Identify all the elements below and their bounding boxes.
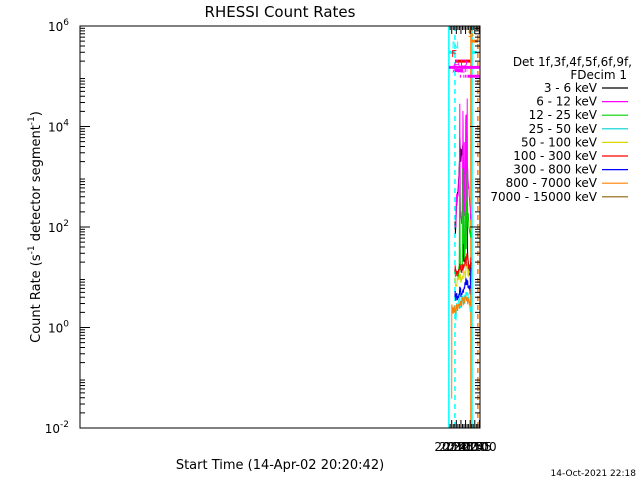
y-axis-label-sup2: -1 <box>27 116 37 125</box>
y-tick-label-base: 10 <box>48 20 63 34</box>
series-line-7 <box>451 288 472 399</box>
legend-header-line2: FDecim 1 <box>570 68 627 82</box>
flag-label-5: AD <box>453 59 468 70</box>
y-tick-label-exp: -2 <box>60 420 69 430</box>
flag-label-3: S <box>468 29 474 40</box>
series-line-4 <box>454 263 472 288</box>
flag-label-6: A1 <box>452 64 465 75</box>
y-axis-label-end: ) <box>29 111 44 116</box>
x-tick-label-6: 22:00 <box>462 440 497 454</box>
y-axis-label-mid: detector segment <box>29 125 44 245</box>
x-tick-label-2: 21:00 <box>444 440 479 454</box>
x-tick-label-1: 20:45 <box>439 440 474 454</box>
y-axis-label-main: Count Rate (s <box>29 254 44 343</box>
legend-label-6: 300 - 800 keV <box>513 163 597 177</box>
y-tick-label-base: 10 <box>45 422 60 436</box>
y-tick-label-base: 10 <box>48 121 63 135</box>
y-tick-label-1: 100 <box>48 320 69 336</box>
legend-label-4: 50 - 100 keV <box>521 135 598 149</box>
legend-header-line1: Det 1f,3f,4f,5f,6f,9f, <box>513 55 632 69</box>
y-tick-label-exp: 4 <box>63 119 69 129</box>
x-tick-label-0: 20:30 <box>434 440 469 454</box>
legend-label-1: 6 - 12 keV <box>536 95 598 109</box>
y-tick-label-2: 102 <box>48 219 69 235</box>
x-axis-label: Start Time (14-Apr-02 20:20:42) <box>176 458 384 473</box>
legend-label-5: 100 - 300 keV <box>513 149 597 163</box>
legend: Det 1f,3f,4f,5f,6f,9f, FDecim 1 3 - 6 ke… <box>490 55 632 204</box>
flag-label-2: F <box>451 49 457 60</box>
y-axis-label-sup1: -1 <box>27 245 37 254</box>
x-tick-label-4: 21:30 <box>453 440 488 454</box>
x-tick-label-3: 21:15 <box>448 440 483 454</box>
chart-title: RHESSI Count Rates <box>205 3 356 21</box>
series-line-2 <box>454 168 472 278</box>
legend-label-2: 12 - 25 keV <box>529 108 598 122</box>
y-tick-label-exp: 6 <box>63 18 69 28</box>
y-tick-label-exp: 0 <box>63 320 69 330</box>
y-tick-label-4: 106 <box>48 18 69 34</box>
y-tick-label-3: 104 <box>48 119 69 135</box>
y-tick-label-base: 10 <box>48 322 63 336</box>
legend-label-3: 25 - 50 keV <box>529 122 598 136</box>
y-tick-label-0: 10-2 <box>45 420 69 436</box>
axis-layer: 20:3020:4521:0021:1521:3021:4522:0010-21… <box>45 18 497 454</box>
y-tick-label-base: 10 <box>48 221 63 235</box>
timestamp: 14-Oct-2021 22:18 <box>551 469 637 479</box>
x-tick-label-5: 21:45 <box>457 440 492 454</box>
series-line-5 <box>454 253 472 277</box>
y-axis-label: Count Rate (s-1 detector segment-1) <box>27 111 44 343</box>
plot-frame <box>79 25 481 429</box>
legend-label-7: 800 - 7000 keV <box>506 176 598 190</box>
legend-label-8: 7000 - 15000 keV <box>490 190 597 204</box>
flag-label-0: N <box>452 40 459 51</box>
y-tick-label-exp: 2 <box>63 219 69 229</box>
legend-label-0: 3 - 6 keV <box>544 81 598 95</box>
series-line-6 <box>454 268 472 301</box>
